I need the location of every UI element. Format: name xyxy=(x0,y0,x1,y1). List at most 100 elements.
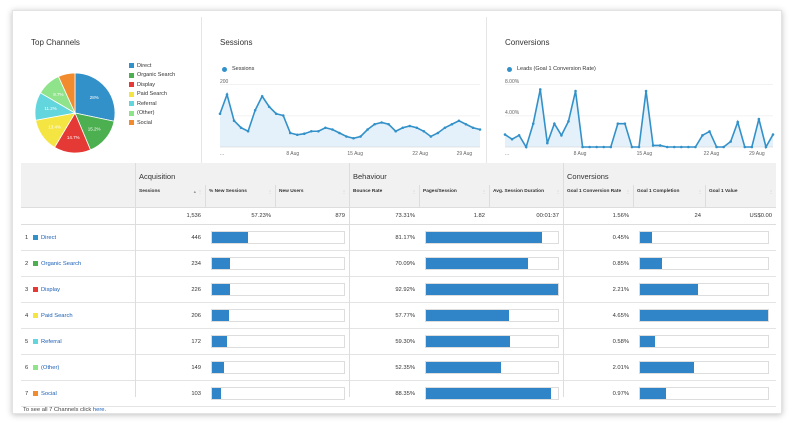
data-point[interactable] xyxy=(317,129,320,133)
data-point[interactable] xyxy=(281,114,285,117)
data-point[interactable] xyxy=(687,145,690,149)
data-point[interactable] xyxy=(373,122,376,126)
data-point[interactable] xyxy=(531,122,535,125)
channel-link[interactable]: Direct xyxy=(41,234,57,241)
data-point[interactable] xyxy=(310,129,313,133)
data-point[interactable] xyxy=(274,112,278,116)
data-point[interactable] xyxy=(225,93,229,96)
data-point[interactable] xyxy=(471,126,475,130)
legend-item[interactable]: Display xyxy=(129,80,175,90)
data-point[interactable] xyxy=(595,145,598,149)
data-point[interactable] xyxy=(478,128,482,131)
col-avg-duration[interactable]: Avg. Session Duration ⋮ xyxy=(489,185,563,207)
channel-link[interactable]: Social xyxy=(41,390,57,397)
data-point[interactable] xyxy=(457,119,461,123)
data-point[interactable] xyxy=(708,130,711,133)
data-point[interactable] xyxy=(464,122,468,126)
col-bounce-rate[interactable]: Bounce Rate ⋮ xyxy=(349,185,419,207)
pie-slice[interactable] xyxy=(74,72,116,122)
data-point[interactable] xyxy=(729,140,732,143)
data-point[interactable] xyxy=(722,145,725,149)
data-point[interactable] xyxy=(352,136,355,140)
data-point[interactable] xyxy=(630,145,634,149)
data-point[interactable] xyxy=(616,122,620,125)
data-point[interactable] xyxy=(701,134,704,137)
data-point[interactable] xyxy=(510,137,514,141)
data-point[interactable] xyxy=(503,133,507,136)
data-point[interactable] xyxy=(665,145,669,149)
data-point[interactable] xyxy=(743,145,747,149)
data-point[interactable] xyxy=(232,119,236,123)
data-point[interactable] xyxy=(750,145,754,149)
data-point[interactable] xyxy=(267,105,271,109)
data-point[interactable] xyxy=(644,89,648,93)
legend-item[interactable]: Social xyxy=(129,118,175,128)
col-conv-rate[interactable]: Goal 1 Conversion Rate ⋮ xyxy=(563,185,633,207)
data-point[interactable] xyxy=(366,128,369,131)
col-new-users[interactable]: New Users ⋮ xyxy=(275,185,349,207)
legend-item[interactable]: Referral xyxy=(129,99,175,109)
data-point[interactable] xyxy=(288,131,292,135)
data-point[interactable] xyxy=(546,141,549,145)
data-point[interactable] xyxy=(422,129,426,133)
data-point[interactable] xyxy=(602,145,606,149)
data-point[interactable] xyxy=(581,145,584,149)
data-point[interactable] xyxy=(651,144,655,147)
data-point[interactable] xyxy=(436,131,440,135)
data-point[interactable] xyxy=(517,134,521,137)
data-point[interactable] xyxy=(524,145,528,149)
data-point[interactable] xyxy=(253,108,257,112)
data-point[interactable] xyxy=(429,135,433,138)
data-point[interactable] xyxy=(538,88,542,91)
channel-link[interactable]: Organic Search xyxy=(41,260,82,267)
data-point[interactable] xyxy=(567,120,570,123)
data-point[interactable] xyxy=(764,145,768,149)
data-point[interactable] xyxy=(560,134,563,137)
data-point[interactable] xyxy=(295,133,299,137)
data-point[interactable] xyxy=(623,122,627,125)
col-value[interactable]: Goal 1 Value ⋮ xyxy=(705,185,776,207)
channel-link[interactable]: Paid Search xyxy=(41,312,73,319)
data-point[interactable] xyxy=(715,145,718,149)
data-point[interactable] xyxy=(415,126,419,130)
data-point[interactable] xyxy=(672,145,676,149)
col-new-sessions[interactable]: % New Sessions ⋮ xyxy=(205,185,275,207)
data-point[interactable] xyxy=(303,132,306,135)
legend-item[interactable]: Organic Search xyxy=(129,71,175,81)
data-point[interactable] xyxy=(637,145,641,149)
data-point[interactable] xyxy=(338,131,341,135)
channel-link[interactable]: (Other) xyxy=(41,364,60,371)
data-point[interactable] xyxy=(680,145,683,149)
see-all-channels-link[interactable]: here xyxy=(92,407,105,413)
data-point[interactable] xyxy=(408,124,412,128)
data-point[interactable] xyxy=(694,145,697,149)
data-point[interactable] xyxy=(246,129,250,133)
data-point[interactable] xyxy=(553,122,556,125)
legend-item[interactable]: (Other) xyxy=(129,109,175,119)
col-completion[interactable]: Goal 1 Completion ⋮ xyxy=(633,185,705,207)
data-point[interactable] xyxy=(574,89,577,93)
data-point[interactable] xyxy=(609,145,613,149)
legend-item[interactable]: Direct xyxy=(129,61,175,71)
data-point[interactable] xyxy=(239,126,243,130)
data-point[interactable] xyxy=(324,126,327,130)
pie-slice[interactable] xyxy=(57,72,76,114)
col-sessions[interactable]: Sessions ▲ ⋮ xyxy=(135,185,205,207)
data-point[interactable] xyxy=(359,135,362,138)
channel-link[interactable]: Referral xyxy=(41,338,62,345)
channel-link[interactable]: Display xyxy=(41,286,61,293)
top-channels-pie[interactable]: 28% 15.2% 14.7% 13.4% 11.2% 9.7% xyxy=(31,69,119,157)
data-point[interactable] xyxy=(345,135,348,138)
legend-item[interactable]: Paid Search xyxy=(129,90,175,100)
data-point[interactable] xyxy=(771,133,775,136)
data-point[interactable] xyxy=(218,112,222,116)
data-point[interactable] xyxy=(387,122,390,126)
data-point[interactable] xyxy=(443,126,447,130)
data-point[interactable] xyxy=(736,120,740,124)
data-point[interactable] xyxy=(331,128,334,131)
data-point[interactable] xyxy=(401,126,405,130)
data-point[interactable] xyxy=(757,117,761,121)
data-point[interactable] xyxy=(450,122,454,126)
col-pages-session[interactable]: Pages/Session ⋮ xyxy=(419,185,489,207)
